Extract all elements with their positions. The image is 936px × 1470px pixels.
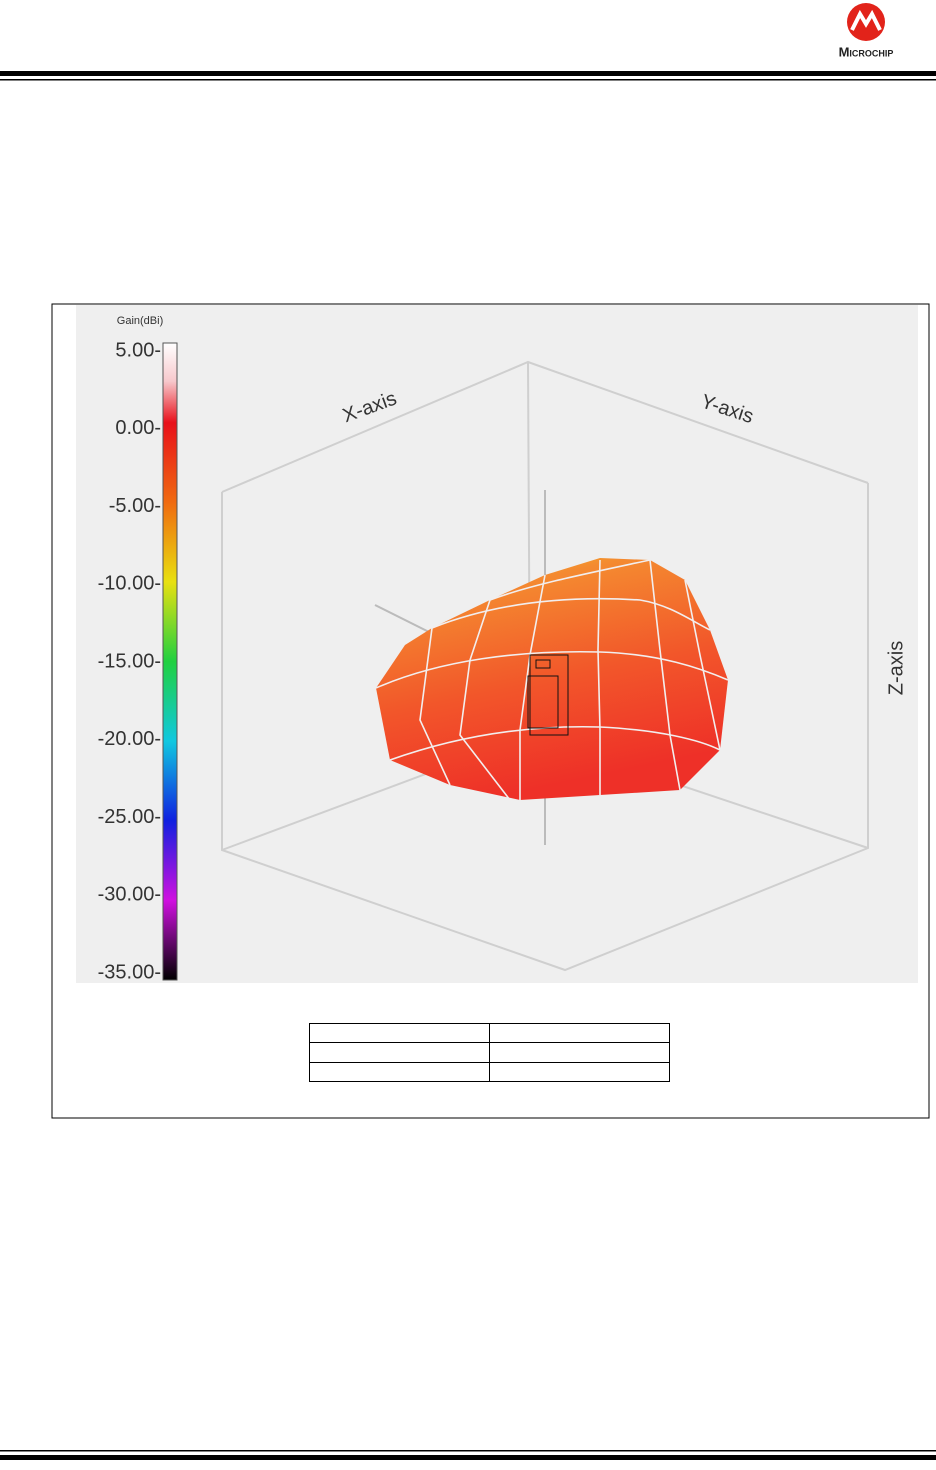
radiation-pattern (375, 558, 729, 801)
footer-rule (0, 1450, 936, 1452)
figure-frame (51, 303, 930, 1119)
colorbar (162, 342, 178, 981)
footer-rule (0, 1455, 936, 1460)
colorbar-tick-label: -35.00- (98, 961, 161, 983)
colorbar-tick-label: -15.00- (98, 650, 161, 672)
colorbar-tick-label: -10.00- (98, 573, 161, 595)
header-rule (0, 71, 936, 76)
header-rule (0, 79, 936, 81)
table (309, 1023, 670, 1082)
colorbar-tick-label: -30.00- (98, 884, 161, 906)
z-axis-label: Z-axis (885, 641, 907, 695)
colorbar-tick-label: -25.00- (98, 806, 161, 828)
colorbar-tick-label: -5.00- (109, 495, 161, 517)
colorbar-tick-label: 0.00- (115, 417, 161, 439)
logo-text: Microchip (839, 44, 894, 59)
colorbar-ticks: 5.00- 0.00- -5.00- -10.00- -15.00- -20.00- -25… (98, 339, 161, 983)
colorbar-tick-label: 5.00- (115, 339, 161, 361)
colorbar-title: Gain(dBi) (117, 315, 163, 327)
colorbar-tick-label: -20.00- (98, 728, 161, 750)
logo: Microchip (839, 3, 894, 59)
